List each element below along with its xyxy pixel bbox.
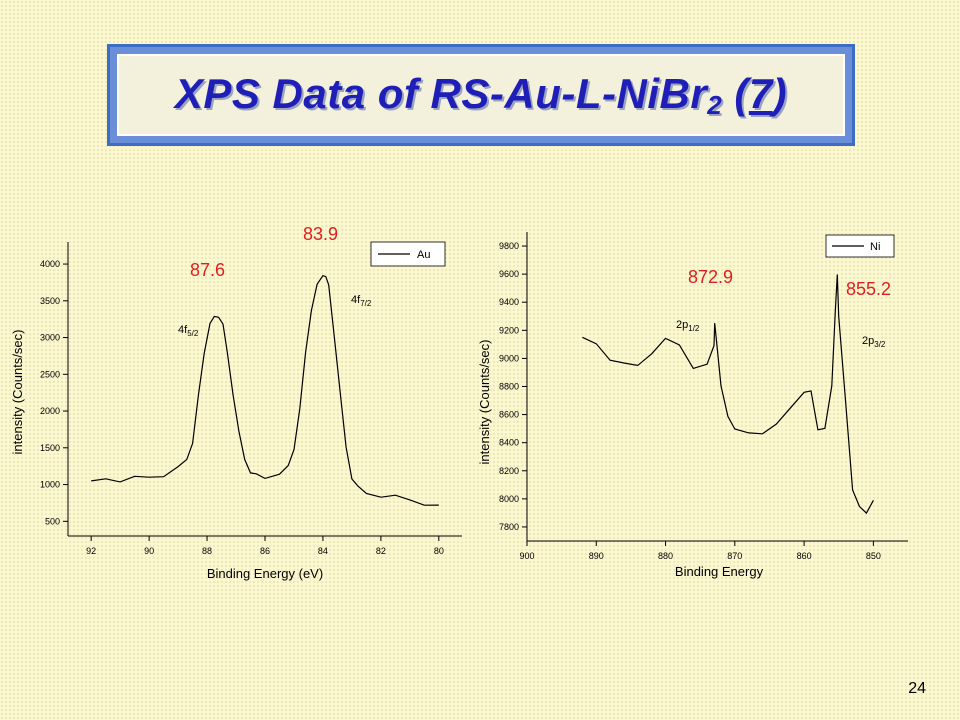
slide-title-inner: XPS Data of RS-Au-L-NiBr2 (7) bbox=[117, 54, 845, 136]
au-x-tick-label: 92 bbox=[86, 546, 96, 556]
au-x-ticks: 92 90 88 86 84 82 80 bbox=[86, 536, 444, 556]
ni-y-tick-label: 7800 bbox=[499, 522, 519, 532]
au-x-tick-label: 86 bbox=[260, 546, 270, 556]
au-peak-label-1: 87.6 bbox=[190, 260, 225, 280]
ni-y-tick-label: 9000 bbox=[499, 353, 519, 363]
ni-legend: Ni bbox=[825, 234, 895, 258]
au-orbital-label-4f72: 4f7/2 bbox=[351, 294, 372, 308]
ni-y-axis-label: intensity (Counts/sec) bbox=[477, 340, 492, 465]
ni-x-tick-label: 870 bbox=[727, 551, 742, 561]
ni-x-ticks: 900 890 880 870 860 850 bbox=[519, 541, 881, 561]
au-x-tick-label: 80 bbox=[434, 546, 444, 556]
au-y-tick-label: 4000 bbox=[40, 259, 60, 269]
ni-orbital-label-2p12: 2p1/2 bbox=[676, 319, 700, 333]
au-x-tick-label: 90 bbox=[144, 546, 154, 556]
au-peak-label-2: 83.9 bbox=[303, 224, 338, 244]
ni-y-tick-label: 9600 bbox=[499, 269, 519, 279]
au-orbital-4f52-sub: 5/2 bbox=[187, 329, 199, 338]
au-series-line bbox=[91, 274, 439, 506]
ni-x-axis-label: Binding Energy bbox=[675, 564, 764, 579]
slide-title-open: ( bbox=[722, 69, 749, 117]
au-orbital-4f72-sub: 7/2 bbox=[360, 299, 372, 308]
au-x-tick-label: 82 bbox=[376, 546, 386, 556]
ni-y-ticks: 7800 8000 8200 8400 8600 8800 9000 9200 9400 9600… bbox=[499, 241, 527, 532]
au-y-tick-label: 1000 bbox=[40, 480, 60, 490]
slide-title-number: 7 bbox=[748, 69, 773, 117]
ni-y-tick-label: 9800 bbox=[499, 241, 519, 251]
ni-y-tick-label: 9400 bbox=[499, 297, 519, 307]
au-y-tick-label: 3000 bbox=[40, 333, 60, 343]
slide-title: XPS Data of RS-Au-L-NiBr2 (7) bbox=[175, 70, 787, 121]
au-y-tick-label: 500 bbox=[45, 516, 60, 526]
ni-x-tick-label: 900 bbox=[519, 551, 534, 561]
ni-y-tick-label: 8400 bbox=[499, 438, 519, 448]
au-legend-label: Au bbox=[417, 249, 430, 261]
au-y-tick-label: 2500 bbox=[40, 369, 60, 379]
ni-x-tick-label: 850 bbox=[866, 551, 881, 561]
slide-title-close: ) bbox=[772, 69, 788, 117]
ni-x-tick-label: 890 bbox=[589, 551, 604, 561]
slide-title-subscript: 2 bbox=[707, 89, 723, 120]
ni-orbital-label-2p32: 2p3/2 bbox=[862, 335, 886, 349]
ni-y-tick-label: 8000 bbox=[499, 494, 519, 504]
au-x-tick-label: 88 bbox=[202, 546, 212, 556]
au-x-axis-label: Binding Energy (eV) bbox=[207, 566, 323, 581]
ni-peak-label-2: 855.2 bbox=[846, 279, 891, 299]
au-x-tick-label: 84 bbox=[318, 546, 328, 556]
ni-x-tick-label: 860 bbox=[797, 551, 812, 561]
ni-orbital-2p12-main: 2p bbox=[676, 319, 688, 331]
au-y-axis-label: intensity (Counts/sec) bbox=[10, 330, 25, 455]
ni-series-line bbox=[582, 274, 874, 515]
au-orbital-label-4f52: 4f5/2 bbox=[178, 324, 199, 338]
au-y-ticks: 500 1000 1500 2000 2500 3000 3500 4000 bbox=[40, 259, 68, 526]
ni-orbital-2p32-sub: 3/2 bbox=[874, 340, 886, 349]
au-y-tick-label: 2000 bbox=[40, 406, 60, 416]
au-legend: Au bbox=[370, 241, 446, 267]
au-orbital-4f52-main: 4f bbox=[178, 324, 188, 336]
ni-orbital-2p12-sub: 1/2 bbox=[688, 324, 700, 333]
page-number: 24 bbox=[908, 680, 926, 697]
ni-y-tick-label: 8800 bbox=[499, 382, 519, 392]
au-y-tick-label: 1500 bbox=[40, 443, 60, 453]
ni-y-tick-label: 8200 bbox=[499, 466, 519, 476]
slide-title-main: XPS Data of RS-Au-L-NiBr bbox=[174, 69, 708, 117]
ni-legend-label: Ni bbox=[870, 241, 880, 253]
au-orbital-4f72-main: 4f bbox=[351, 294, 361, 306]
slide-title-frame: XPS Data of RS-Au-L-NiBr2 (7) bbox=[107, 44, 855, 146]
ni-x-tick-label: 880 bbox=[658, 551, 673, 561]
ni-y-tick-label: 8600 bbox=[499, 410, 519, 420]
ni-orbital-2p32-main: 2p bbox=[862, 335, 874, 347]
ni-y-tick-label: 9200 bbox=[499, 325, 519, 335]
ni-peak-label-1: 872.9 bbox=[688, 267, 733, 287]
au-y-tick-label: 3500 bbox=[40, 296, 60, 306]
